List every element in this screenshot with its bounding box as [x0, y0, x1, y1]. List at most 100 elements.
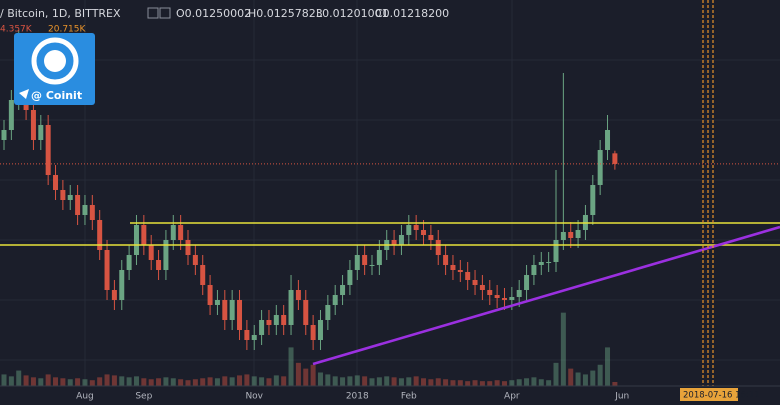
- x-tick-label: Jun: [614, 392, 629, 402]
- candle-body: [546, 262, 552, 263]
- candle-body: [156, 260, 162, 270]
- volume-bar: [244, 374, 250, 386]
- x-axis: 2018-07-16 16:11 Aug Sep Nov 2018 Feb Apr Jun: [0, 385, 780, 405]
- candle-body: [391, 240, 397, 245]
- ohlc-low: L0.01201001: [316, 7, 389, 20]
- candle-body: [1, 130, 7, 140]
- candle-body: [266, 320, 272, 325]
- volume-bar: [273, 375, 279, 386]
- volume-bar: [229, 377, 235, 386]
- candle-body: [148, 245, 154, 260]
- candle-body: [472, 280, 478, 285]
- candle-body: [501, 298, 507, 300]
- volume-bar: [126, 377, 132, 386]
- volume-bar: [214, 378, 220, 386]
- logo-plane: [19, 89, 29, 99]
- candle-body: [141, 225, 147, 245]
- candle-body: [465, 272, 471, 280]
- volume-bar: [347, 376, 353, 386]
- x-tick-label: Apr: [504, 392, 520, 402]
- icon[interactable]: [159, 7, 171, 19]
- volume-bar: [104, 374, 110, 386]
- candle-body: [494, 295, 500, 298]
- volume-bar: [590, 370, 596, 386]
- volume-bar: [82, 379, 88, 386]
- candle-body: [354, 255, 360, 270]
- volume-bar: [266, 378, 272, 386]
- candle-body: [60, 190, 66, 200]
- volume-bar: [75, 378, 81, 386]
- volume-bar: [89, 380, 95, 386]
- ohlc-open: O0.01250002: [176, 7, 251, 20]
- candle-body: [428, 235, 434, 240]
- logo: @ Coinit: [14, 33, 95, 105]
- volume-bar: [553, 362, 559, 386]
- volume-bar: [487, 381, 493, 386]
- volume-bar: [501, 381, 507, 386]
- candle-body: [67, 195, 73, 200]
- volume-bar: [354, 375, 360, 386]
- candle-body: [111, 290, 117, 300]
- volume-bar: [207, 377, 213, 386]
- ohlc-high: H0.01257823: [248, 7, 323, 20]
- candle-body: [332, 295, 338, 305]
- volume-bar: [281, 376, 287, 386]
- candle-body: [376, 250, 382, 265]
- candle-body: [178, 225, 184, 240]
- candle-body: [222, 300, 228, 320]
- candle-body: [53, 175, 59, 190]
- candle-body: [560, 232, 566, 240]
- candle-body: [340, 285, 346, 295]
- volume-bar: [376, 377, 382, 386]
- crosshair-label: 2018-07-16 16:11: [683, 391, 760, 401]
- candle-body: [244, 330, 250, 340]
- candle-body: [163, 240, 169, 270]
- volume-bar: [237, 375, 243, 386]
- axis-band: [0, 386, 780, 405]
- candle-body: [406, 225, 412, 235]
- candle-body: [30, 110, 36, 140]
- candle-body: [259, 320, 265, 335]
- volume-bar: [332, 376, 338, 386]
- candle-body: [133, 225, 139, 255]
- volume-bar: [465, 381, 471, 386]
- volume-bar: [612, 382, 618, 386]
- candle-body: [214, 300, 220, 305]
- volume-bar: [494, 380, 500, 386]
- volume-bar: [23, 375, 29, 386]
- candle-body: [119, 270, 125, 300]
- x-tick-label: 2018: [346, 392, 369, 402]
- volume-bar: [546, 380, 552, 386]
- volume-bar: [398, 378, 404, 386]
- candle-body: [421, 230, 427, 235]
- candle-body: [38, 125, 44, 140]
- volume-bar: [97, 377, 103, 386]
- candle-body: [89, 205, 95, 220]
- crosshair-box: [680, 388, 738, 401]
- volume-bar: [192, 379, 198, 386]
- candle-body: [207, 285, 213, 305]
- volume-bar: [560, 312, 566, 386]
- candle-body: [597, 150, 603, 185]
- ohlc-close: C0.01218200: [375, 7, 449, 20]
- volume-layer: [1, 312, 618, 386]
- candle-body: [369, 265, 375, 266]
- candle-body: [273, 315, 279, 325]
- volume-bar: [582, 374, 588, 386]
- volume-bar: [133, 376, 139, 386]
- volume-bar: [524, 378, 530, 386]
- volume-bar: [45, 374, 51, 386]
- candle-body: [575, 230, 581, 238]
- volume-bar: [163, 377, 169, 386]
- volume-bar: [170, 378, 176, 386]
- trend-line: [312, 225, 780, 366]
- volume-ma-value: 20.715K: [48, 25, 86, 35]
- icon[interactable]: [147, 7, 159, 19]
- volume-bar: [457, 380, 463, 386]
- candle-body: [605, 130, 611, 150]
- candle-body: [104, 250, 110, 290]
- volume-bar: [259, 377, 265, 386]
- volume-bar: [325, 374, 331, 386]
